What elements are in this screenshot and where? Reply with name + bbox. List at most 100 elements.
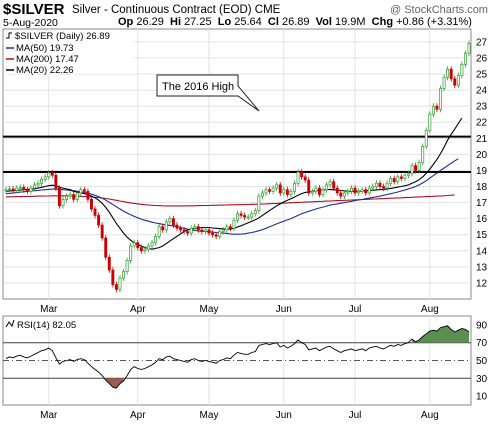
candle <box>296 169 300 187</box>
candle <box>221 227 225 235</box>
month-tick-label: Apr <box>130 410 146 421</box>
candle <box>385 180 389 191</box>
price-axis: 12 13 14 15 16 17 18 19 20 21 22 23 24 25 26 27 <box>476 37 488 289</box>
candle-body <box>203 229 207 232</box>
candle <box>161 223 165 233</box>
rsi-tick-label: 30 <box>476 374 488 385</box>
candle-body <box>346 190 350 194</box>
candle <box>442 74 446 92</box>
candle-body <box>150 242 154 247</box>
candle-body <box>111 269 115 285</box>
candle-body <box>211 232 215 236</box>
candle <box>399 173 403 182</box>
candle <box>200 227 204 235</box>
candle-body <box>221 229 225 232</box>
annotation-text: The 2016 High <box>162 81 234 93</box>
candle-body <box>61 199 65 207</box>
candle-body <box>268 189 272 192</box>
candle-body <box>11 188 15 191</box>
candle-body <box>407 173 410 176</box>
price-tick-label: 27 <box>476 37 488 48</box>
candle-body <box>161 226 165 231</box>
candle-body <box>310 190 314 194</box>
candle-body <box>122 271 125 279</box>
rsi-pane: 10 30 50 70 90 <box>3 320 488 403</box>
candle-body <box>18 186 22 189</box>
candle-body <box>50 172 54 176</box>
candle <box>157 223 161 240</box>
candle-body <box>93 208 97 216</box>
candle-body <box>385 182 389 189</box>
candle-body <box>82 189 86 192</box>
candle <box>271 185 275 195</box>
candle <box>164 218 168 233</box>
candle <box>439 85 442 113</box>
candle <box>435 103 439 113</box>
candle-body <box>389 178 393 184</box>
candle-body <box>250 213 254 218</box>
candle <box>303 173 307 183</box>
candle <box>168 215 172 225</box>
candle <box>428 111 432 134</box>
month-tick-label: Jul <box>349 304 362 315</box>
close-label: Cl <box>267 16 279 28</box>
candle <box>79 186 83 196</box>
candle <box>456 72 460 89</box>
candle <box>463 50 467 68</box>
candle <box>268 186 272 195</box>
candle <box>136 239 140 251</box>
candle-body <box>232 219 236 229</box>
candle <box>417 159 421 174</box>
candle-body <box>360 189 364 192</box>
candle-body <box>68 194 72 197</box>
candle-body <box>239 213 243 216</box>
candle <box>4 186 8 194</box>
candle-body <box>125 260 129 273</box>
candle <box>43 173 47 183</box>
ohlc-readout: Op 26.29 Hi 27.25 Lo 25.64 Cl 26.89 Vol … <box>118 16 472 28</box>
candle <box>403 172 407 182</box>
ticker-description: Silver - Continuous Contract (EOD) CME <box>72 4 281 16</box>
candle-body <box>196 226 200 231</box>
candle <box>65 193 68 203</box>
candle-body <box>421 145 425 163</box>
month-axis: Mar Mar Apr Apr May May Jun Jun Jul Jul Aug Aug <box>40 304 439 421</box>
candle <box>353 185 357 196</box>
chg-label: Chg <box>371 16 394 28</box>
candle <box>211 230 215 238</box>
candle-body <box>367 187 371 194</box>
candle-body <box>15 187 19 191</box>
candle-body <box>317 187 321 195</box>
candle-body <box>335 187 339 194</box>
candle <box>132 239 136 249</box>
price-tick-label: 21 <box>476 134 488 145</box>
month-tick-label: Aug <box>421 304 439 315</box>
candle <box>29 185 33 195</box>
candle-body <box>147 245 150 250</box>
candle <box>214 231 218 240</box>
candle <box>246 214 250 220</box>
candle <box>410 162 414 177</box>
ticker-symbol: $SILVER <box>3 1 65 18</box>
candle-body <box>218 231 222 237</box>
candle-body <box>90 199 93 210</box>
candle <box>125 257 129 275</box>
candle <box>414 162 418 174</box>
candle-body <box>442 76 446 89</box>
candle-body <box>129 245 133 261</box>
candle <box>150 239 154 249</box>
candle <box>449 66 453 82</box>
candle-body <box>25 189 29 192</box>
candle-body <box>260 192 264 197</box>
price-tick-label: 22 <box>476 118 488 129</box>
price-tick-label: 14 <box>476 246 488 257</box>
rsi-tick-label: 90 <box>476 320 488 331</box>
candle-body <box>246 216 250 219</box>
candle <box>50 169 54 179</box>
candle <box>47 169 51 180</box>
candle-body <box>293 182 296 192</box>
candle-body <box>257 195 261 211</box>
candle-body <box>33 184 36 189</box>
candle <box>179 225 182 233</box>
candle-body <box>164 221 168 231</box>
